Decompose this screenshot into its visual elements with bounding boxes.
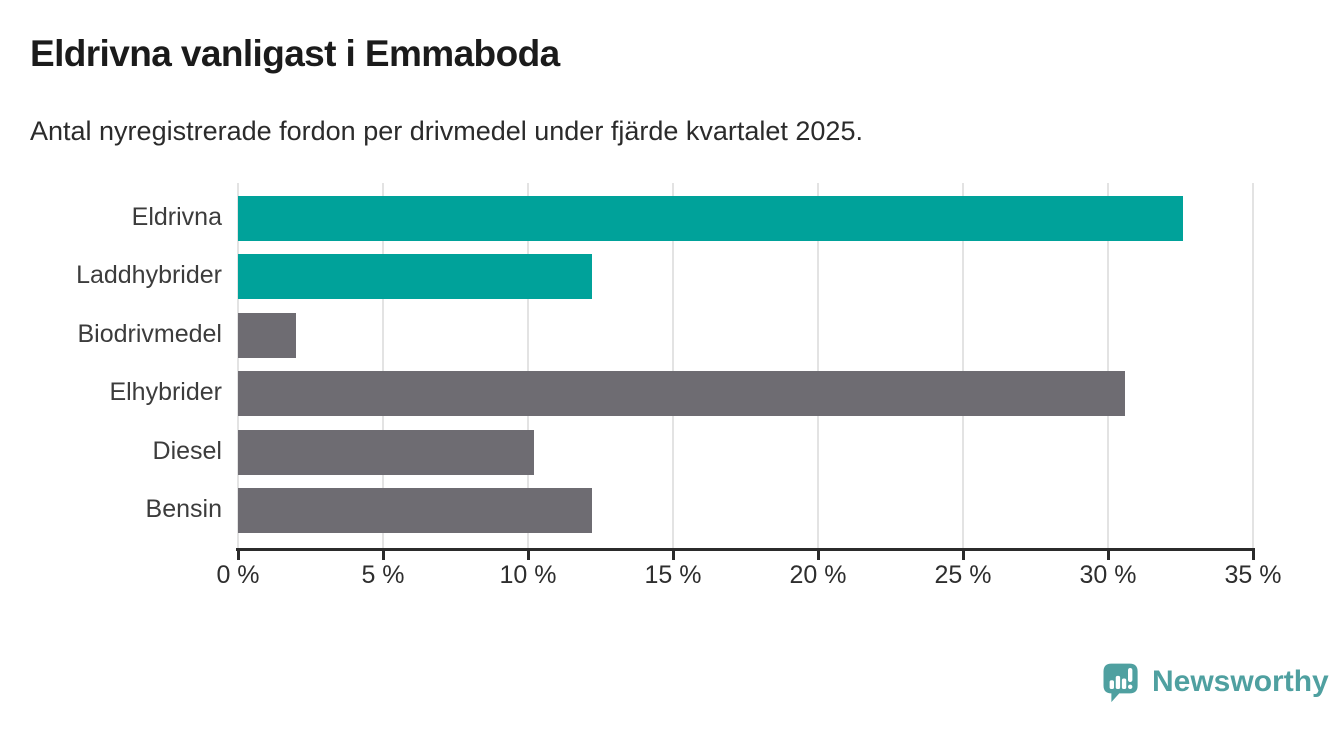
category-label-elhybrider: Elhybrider [109, 378, 222, 407]
x-tick-label-35: 35 % [1224, 561, 1282, 589]
bar-laddhybrider[interactable] [238, 254, 592, 300]
x-tick-label-20: 20 % [789, 561, 847, 589]
x-tick-label-30: 30 % [1079, 561, 1137, 589]
chart-subtitle: Antal nyregistrerade fordon per drivmede… [30, 116, 863, 146]
x-tick-mark-25 [962, 551, 965, 560]
gridline-0 [237, 183, 239, 548]
newsworthy-icon [1100, 659, 1142, 705]
bar-diesel[interactable] [238, 429, 534, 475]
newsworthy-wordmark: Newsworthy [1152, 665, 1329, 698]
x-tick-mark-30 [1107, 551, 1110, 560]
x-tick-label-25: 25 % [934, 561, 992, 589]
x-tick-mark-15 [672, 551, 675, 560]
gridline-20 [817, 183, 819, 548]
bar-elhybrider[interactable] [238, 371, 1126, 417]
bar-biodrivmedel[interactable] [238, 312, 296, 358]
category-label-laddhybrider: Laddhybrider [76, 261, 222, 290]
x-axis-line [236, 548, 1255, 551]
x-tick-mark-5 [382, 551, 385, 560]
x-tick-mark-35 [1252, 551, 1255, 560]
chart-title: Eldrivna vanligast i Emmaboda [30, 33, 560, 74]
gridline-25 [962, 183, 964, 548]
category-label-bensin: Bensin [145, 495, 222, 523]
gridline-15 [672, 183, 674, 548]
category-label-eldrivna: Eldrivna [131, 203, 222, 231]
x-tick-label-10: 10 % [499, 561, 557, 589]
x-tick-label-5: 5 % [361, 561, 405, 589]
x-tick-mark-20 [817, 551, 820, 560]
gridline-30 [1107, 183, 1109, 548]
gridline-35 [1252, 183, 1254, 548]
category-label-biodrivmedel: Biodrivmedel [77, 319, 222, 348]
bar-eldrivna[interactable] [238, 196, 1184, 241]
newsworthy-logo: Newsworthy [1100, 659, 1329, 705]
x-tick-mark-10 [527, 551, 530, 560]
gridline-10 [527, 183, 529, 548]
x-tick-label-15: 15 % [644, 561, 702, 589]
x-tick-label-0: 0 % [216, 561, 260, 589]
bar-bensin[interactable] [238, 488, 592, 533]
gridline-5 [382, 183, 384, 548]
x-tick-mark-0 [237, 551, 240, 560]
category-label-diesel: Diesel [152, 436, 222, 465]
